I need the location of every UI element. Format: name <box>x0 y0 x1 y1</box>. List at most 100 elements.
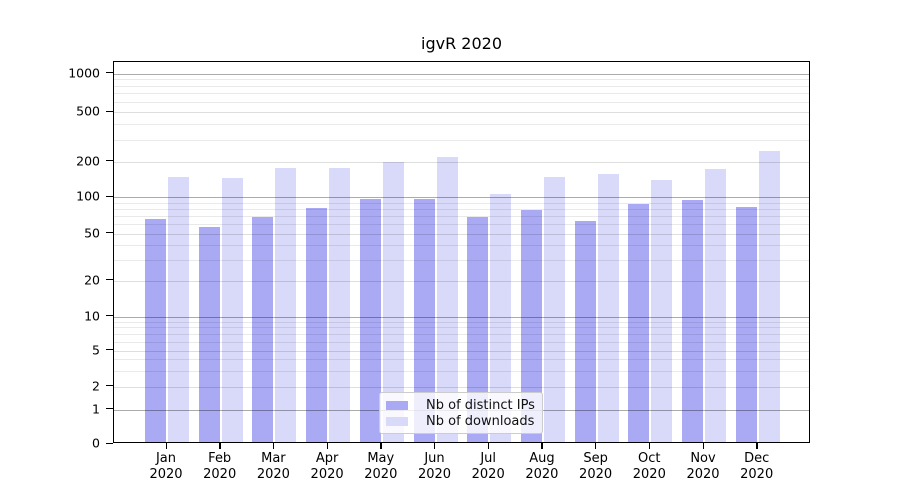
y-tick-label: 10 <box>84 308 100 323</box>
gridline <box>114 233 809 235</box>
y-tick-mark <box>106 160 113 162</box>
y-tick-label: 1000 <box>68 65 100 80</box>
gridline <box>114 259 809 261</box>
legend-item-downloads: Nb of downloads <box>386 413 534 429</box>
y-tick-mark <box>106 408 113 410</box>
bar-downloads <box>275 168 297 442</box>
x-tick-label: Sep 2020 <box>579 451 613 482</box>
y-tick-mark <box>106 442 113 444</box>
bar-distinct-ips <box>413 199 435 442</box>
x-tick-mark <box>434 443 436 449</box>
legend-swatch-distinct-ips <box>386 400 408 410</box>
y-tick-label: 20 <box>84 272 100 287</box>
plot-area <box>113 61 810 443</box>
y-tick-mark <box>106 72 113 74</box>
bar-downloads <box>705 169 726 442</box>
bar-distinct-ips <box>306 208 328 442</box>
bar-distinct-ips <box>467 216 489 442</box>
gridline <box>114 85 809 87</box>
gridline <box>114 244 809 246</box>
gridline <box>114 79 809 81</box>
x-tick-mark <box>326 443 328 449</box>
bar-downloads <box>651 180 673 442</box>
legend-swatch-downloads <box>386 416 408 426</box>
x-tick-label: Jan 2020 <box>149 451 183 482</box>
x-tick-label: Oct 2020 <box>632 451 666 482</box>
bar-distinct-ips <box>252 216 274 442</box>
gridline <box>114 321 809 323</box>
bar-downloads <box>490 193 512 442</box>
x-tick-mark <box>487 443 490 449</box>
gridline <box>114 73 809 75</box>
gridline <box>114 341 809 343</box>
bars-layer <box>114 62 809 442</box>
y-tick-mark <box>106 195 113 197</box>
y-tick-label: 5 <box>92 342 100 357</box>
x-tick-mark <box>595 443 597 449</box>
bar-downloads <box>329 167 351 442</box>
x-tick-mark <box>756 443 758 449</box>
x-tick-label: Mar 2020 <box>256 451 290 482</box>
bar-downloads <box>382 162 404 442</box>
gridline <box>114 223 809 225</box>
x-tick-label: Dec 2020 <box>740 451 774 482</box>
y-tick-mark <box>106 279 113 281</box>
bar-downloads <box>436 156 458 442</box>
gridline <box>114 93 809 95</box>
legend: Nb of distinct IPs Nb of downloads <box>379 392 543 434</box>
x-tick-mark <box>648 443 651 449</box>
gridline <box>114 101 809 103</box>
x-tick-mark <box>219 443 221 449</box>
x-tick-label: Jun 2020 <box>417 451 452 482</box>
legend-label-distinct-ips: Nb of distinct IPs <box>426 397 535 413</box>
y-tick-label: 0 <box>92 435 100 451</box>
legend-item-distinct-ips: Nb of distinct IPs <box>386 397 535 413</box>
y-tick-mark <box>106 385 113 387</box>
bar-distinct-ips <box>735 206 757 442</box>
bar-distinct-ips <box>359 199 381 442</box>
bar-distinct-ips <box>145 219 166 442</box>
y-tick-label: 200 <box>76 153 100 168</box>
gridline <box>114 215 809 217</box>
gridline <box>114 124 809 126</box>
x-tick-label: Jul 2020 <box>471 451 505 482</box>
x-tick-label: Apr 2020 <box>310 451 344 482</box>
gridline <box>114 139 809 141</box>
gridline <box>114 112 809 113</box>
y-tick-label: 50 <box>84 225 100 240</box>
y-tick-label: 1 <box>92 401 100 416</box>
bar-downloads <box>758 151 780 442</box>
y-tick-label: 100 <box>76 188 100 204</box>
gridline <box>114 197 809 198</box>
legend-label-downloads: Nb of downloads <box>426 413 535 429</box>
gridline <box>114 334 809 335</box>
gridline <box>114 316 809 318</box>
x-tick-mark <box>272 443 275 449</box>
x-tick-mark <box>541 443 543 449</box>
x-tick-mark <box>702 443 704 449</box>
bar-distinct-ips <box>628 204 650 442</box>
gridline <box>114 327 809 329</box>
bar-distinct-ips <box>682 200 703 442</box>
y-tick-mark <box>106 315 113 317</box>
bar-distinct-ips <box>574 221 596 442</box>
y-tick-mark <box>106 232 113 234</box>
x-tick-label: May 2020 <box>364 451 398 482</box>
y-tick-label: 500 <box>76 103 100 119</box>
bar-downloads <box>543 177 565 442</box>
x-tick-label: Nov 2020 <box>686 451 720 482</box>
gridline <box>114 161 809 163</box>
bar-distinct-ips <box>198 226 220 442</box>
x-tick-mark <box>380 443 382 449</box>
bar-distinct-ips <box>520 209 542 442</box>
x-tick-mark <box>165 443 167 449</box>
gridline <box>114 370 809 372</box>
y-tick-label: 2 <box>92 378 100 393</box>
gridline <box>114 386 809 388</box>
y-tick-mark <box>106 349 113 351</box>
x-tick-label: Aug 2020 <box>525 451 559 482</box>
bar-downloads <box>168 177 189 442</box>
gridline <box>114 350 809 352</box>
bar-downloads <box>221 178 243 442</box>
